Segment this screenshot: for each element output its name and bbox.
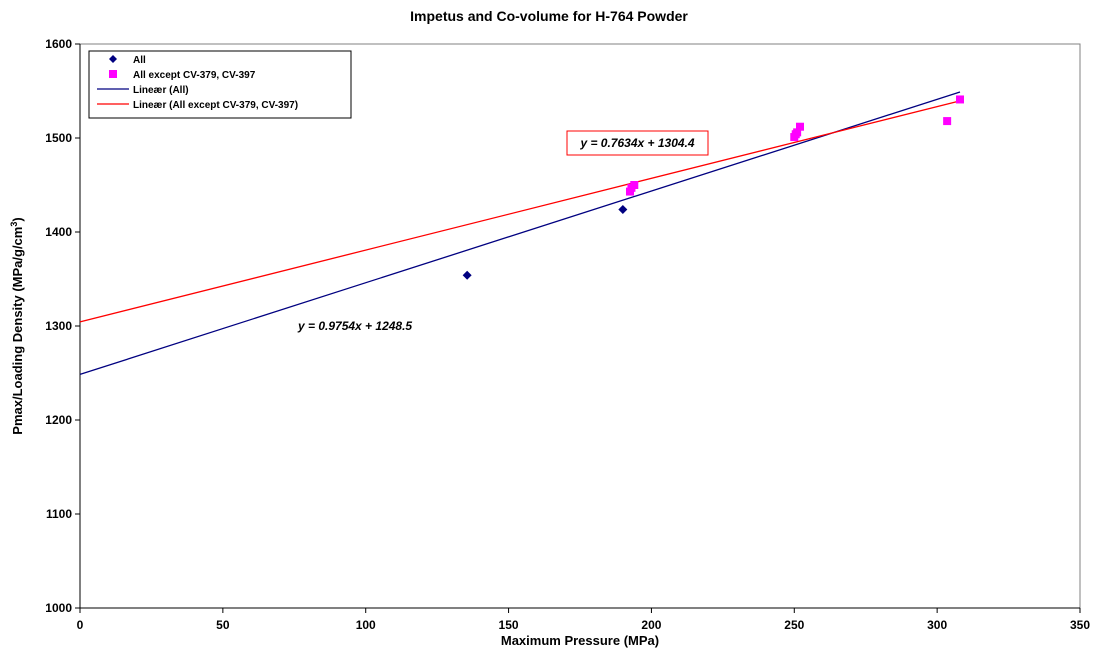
- equation-all-except: y = 0.7634x + 1304.4: [579, 136, 694, 150]
- x-tick-label: 100: [356, 618, 376, 632]
- y-tick-label: 1600: [45, 37, 72, 51]
- y-axis-title-main: Pmax/Loading Density (MPa/g/cm: [10, 227, 25, 435]
- trendline-all: [79, 91, 961, 376]
- x-axis: 0 50 100 150 200 250 300 350: [77, 607, 1090, 632]
- y-axis: 1000 1100 1200 1300 1400 1500 1600: [45, 37, 81, 615]
- y-tick-label: 1000: [45, 601, 72, 615]
- x-tick-label: 350: [1070, 618, 1090, 632]
- y-tick-label: 1200: [45, 413, 72, 427]
- data-point-all-except: [796, 122, 804, 131]
- x-tick-label: 200: [641, 618, 661, 632]
- legend-marker-all-except: [109, 70, 117, 78]
- equation-all: y = 0.9754x + 1248.5: [297, 319, 412, 333]
- y-tick-label: 1500: [45, 131, 72, 145]
- legend-label-trendline: Lineær (All): [133, 85, 189, 96]
- data-point-all-except: [956, 95, 964, 104]
- trendline-equations: y = 0.9754x + 1248.5 y = 0.7634x + 1304.4: [297, 130, 709, 333]
- data-point-all-except: [630, 181, 639, 189]
- x-tick-label: 250: [784, 618, 804, 632]
- equation-box: [566, 130, 709, 156]
- data-point-all-except: [943, 117, 952, 126]
- trendlines: [79, 91, 961, 376]
- legend-label-all: All: [133, 55, 146, 66]
- x-tick-label: 50: [216, 618, 230, 632]
- chart-title: Impetus and Co-volume for H-764 Powder: [410, 8, 688, 24]
- legend-marker-all: [109, 55, 117, 63]
- legend-box: [88, 50, 352, 119]
- x-axis-title: Maximum Pressure (MPa): [501, 633, 659, 648]
- x-tick-label: 0: [77, 618, 84, 632]
- data-point-all: [618, 204, 628, 214]
- y-axis-title-end: ): [10, 217, 25, 221]
- data-point-all-except: [793, 128, 802, 137]
- y-axis-title: Pmax/Loading Density (MPa/g/cm3): [9, 217, 25, 434]
- y-axis-title-superscript: 3: [9, 222, 19, 227]
- legend-label-trendline: Lineær (All except CV-379, CV-397): [133, 100, 298, 111]
- trendline-all-except: [79, 100, 961, 323]
- legend: All All except CV-379, CV-397 Lineær (All)…: [88, 50, 352, 119]
- y-tick-label: 1400: [45, 225, 72, 239]
- y-tick-label: 1100: [46, 507, 72, 521]
- data-point-all: [462, 270, 472, 280]
- data-points: [462, 95, 964, 280]
- y-tick-label: 1300: [45, 319, 72, 333]
- x-tick-label: 300: [927, 618, 947, 632]
- legend-label-all-except: All except CV-379, CV-397: [133, 70, 256, 81]
- x-tick-label: 150: [499, 618, 519, 632]
